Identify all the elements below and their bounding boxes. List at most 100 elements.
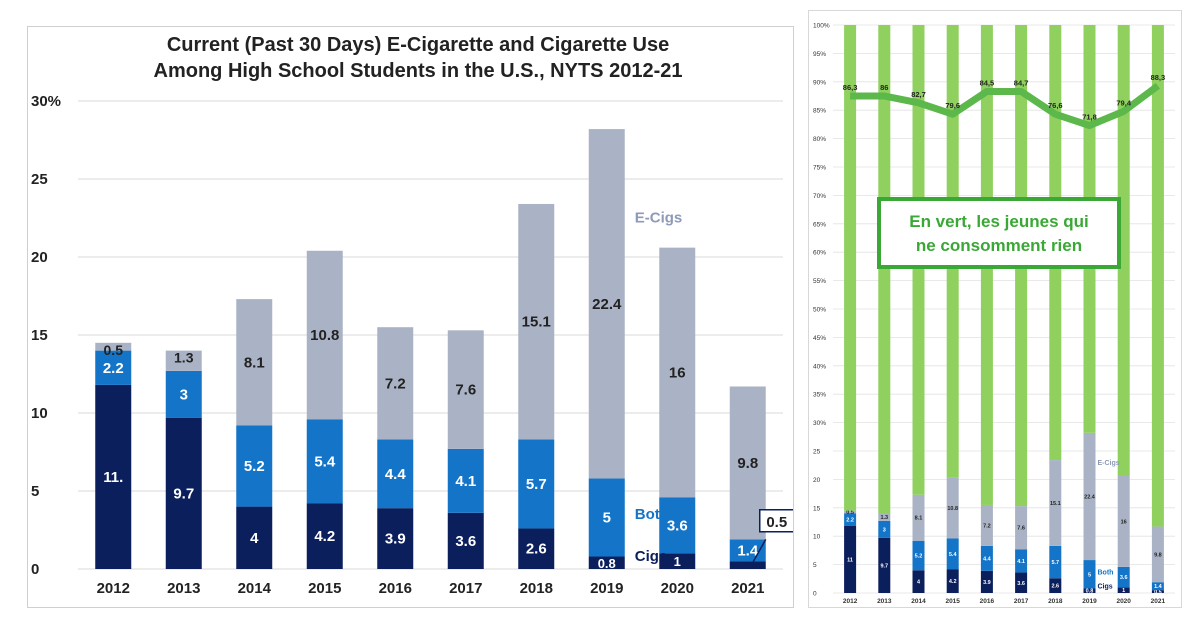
bar-both-2012 (844, 513, 857, 526)
trend-line (850, 82, 1160, 130)
x-tick-label: 2013 (877, 598, 892, 605)
x-tick-label: 2017 (449, 580, 482, 597)
x-tick-label: 2014 (911, 598, 926, 605)
annotation-line2: ne consomment rien (916, 236, 1082, 255)
right-y-axis: 0 5 10 15 20 25 30% 35% 40% 45% 50% 55% 60% 65% 70% 75%… (813, 23, 830, 598)
y-tick-label: 15 (31, 327, 48, 344)
left-y-axis: 0 5 10 15 20 25 30% (31, 93, 61, 578)
y-tick-label: 10 (31, 405, 48, 422)
bar-cigs-2012 (844, 525, 857, 593)
bar-ecigs-2014 (912, 494, 925, 541)
bar-label-ecigs: 15.1 (1050, 501, 1061, 507)
bar-label-both: 4.4 (983, 556, 992, 562)
bar-both-2018 (1049, 545, 1062, 579)
bar-ecigs-2018 (518, 203, 555, 440)
bar-cigs-2016 (377, 508, 414, 569)
bar-label-both: 4.4 (385, 466, 407, 483)
y-tick-label: 95% (813, 51, 826, 58)
right-series-label-both: Both (1098, 569, 1114, 576)
bar-cigs-2019 (588, 556, 625, 569)
y-tick-label: 20 (813, 477, 821, 484)
y-tick-label: 70% (813, 193, 826, 200)
bar-label-both: 5 (603, 510, 611, 527)
y-tick-label: 40% (813, 363, 826, 370)
right-series-label-cigs: Cigs (1098, 583, 1113, 590)
bar-ecigs-2014 (236, 299, 273, 426)
bar-cigs-2020 (1117, 587, 1130, 593)
right-series-label-ecigs: E-Cigs (1098, 460, 1120, 467)
left-chart-panel: Current (Past 30 Days) E-Cigarette and C… (27, 26, 794, 608)
bar-cigs-2020 (659, 553, 696, 569)
bar-cigs-2013 (165, 417, 202, 569)
x-tick-label: 2013 (167, 580, 200, 597)
bar-ecigs-2015 (946, 477, 959, 539)
bar-both-2013 (878, 520, 891, 538)
callout-pointer (751, 538, 767, 565)
bar-label-cigs: 4 (250, 530, 259, 547)
bar-cigs-2015 (946, 569, 959, 593)
bar-label-cigs: 0.8 (1086, 589, 1094, 595)
x-tick-label: 2021 (731, 580, 764, 597)
bar-both-2021 (1151, 582, 1164, 591)
bar-label-cigs: 9.7 (880, 563, 888, 569)
bar-label-cigs: 3.9 (983, 580, 991, 586)
bar-label-ecigs: 8.1 (915, 516, 923, 522)
x-tick-label: 2015 (945, 598, 960, 605)
bar-both-2018 (518, 439, 555, 529)
x-tick-label: 2018 (1048, 598, 1063, 605)
y-tick-label: 30% (813, 420, 826, 427)
bar-label-cigs: 2.6 (526, 541, 547, 558)
bar-label-ecigs: 7.2 (983, 523, 991, 529)
bar-cigs-2018 (1049, 578, 1062, 593)
bar-label-ecigs: 10.8 (310, 327, 339, 344)
bar-label-both: 5 (1088, 572, 1091, 578)
bar-none-2012 (844, 25, 857, 511)
bar-label-both: 4.1 (1017, 559, 1025, 565)
x-tick-label: 2016 (980, 598, 995, 605)
x-tick-label: 2016 (379, 580, 412, 597)
bar-both-2019 (1083, 560, 1096, 589)
bar-both-2015 (946, 538, 959, 570)
bar-ecigs-2013 (878, 513, 891, 521)
bar-label-both: 5.4 (314, 453, 336, 470)
bar-both-2015 (306, 419, 343, 504)
bar-ecigs-2015 (306, 250, 343, 420)
bar-none-2021 (1151, 25, 1164, 527)
bar-label-ecigs-small: 1.3 (174, 350, 194, 366)
line-value-label: 82,7 (911, 90, 926, 99)
y-tick-label: 0 (31, 561, 39, 578)
bar-ecigs-2016 (377, 327, 414, 440)
y-tick-label: 75% (813, 165, 826, 172)
bar-cigs-2013 (878, 537, 891, 593)
bar-cigs-2018 (518, 528, 555, 569)
y-tick-label: 60% (813, 250, 826, 257)
bar-both-2020 (1117, 566, 1130, 588)
y-tick-label: 15 (813, 505, 821, 512)
bar-label-cigs: 3.6 (1017, 581, 1025, 587)
bar-label-ecigs-small: 0.5 (104, 342, 124, 358)
bar-both-2016 (377, 439, 414, 509)
bar-label-both: 3.6 (1120, 575, 1128, 581)
bar-label-ecigs: 1.3 (880, 515, 888, 521)
line-value-label: 86,3 (843, 83, 858, 92)
y-tick-label: 45% (813, 335, 826, 342)
bar-cigs-2019 (1083, 588, 1096, 593)
x-tick-label: 2020 (1116, 598, 1131, 605)
bar-cigs-2014 (236, 506, 273, 569)
bar-label-cigs: 4.2 (314, 528, 335, 545)
bar-label-ecigs: 7.2 (385, 375, 406, 392)
bar-label-cigs: 11 (847, 557, 853, 563)
bar-ecigs-2018 (1049, 460, 1062, 546)
bar-label-both: 5.2 (244, 458, 265, 475)
series-label-cigs: Cigs (635, 548, 668, 565)
bar-both-2012 (95, 350, 132, 385)
bar-label-ecigs: 10.8 (947, 506, 958, 512)
bar-ecigs-2012 (844, 510, 857, 514)
bar-label-both: 3.6 (667, 517, 688, 534)
bar-label-both: 5.4 (949, 552, 958, 558)
line-value-label: 86 (880, 83, 888, 92)
bar-ecigs-2017 (1015, 506, 1028, 550)
series-label-ecigs: E-Cigs (635, 210, 683, 227)
bar-label-both: 5.2 (915, 554, 923, 560)
y-tick-label: 50% (813, 307, 826, 314)
